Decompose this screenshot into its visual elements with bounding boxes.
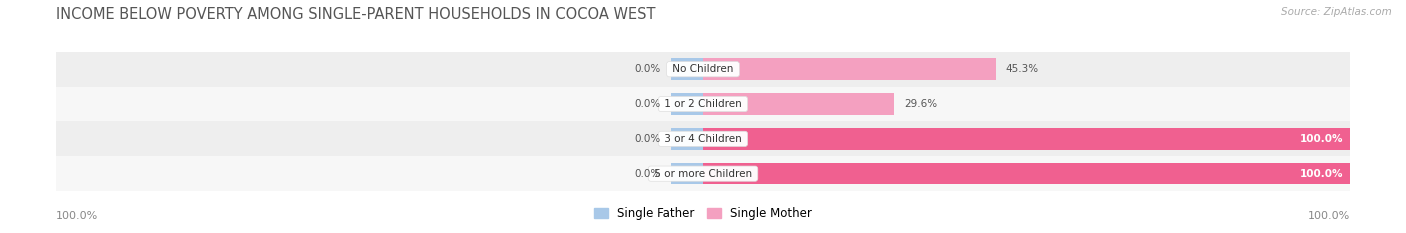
Bar <box>671 163 703 185</box>
Text: 100.0%: 100.0% <box>1308 211 1350 221</box>
Text: 100.0%: 100.0% <box>56 211 98 221</box>
Bar <box>671 58 703 80</box>
Text: 1 or 2 Children: 1 or 2 Children <box>661 99 745 109</box>
Bar <box>56 52 1350 87</box>
Bar <box>703 128 1350 150</box>
Text: 0.0%: 0.0% <box>634 169 661 179</box>
Bar <box>703 93 894 115</box>
Text: 0.0%: 0.0% <box>634 64 661 74</box>
Text: 100.0%: 100.0% <box>1299 134 1343 144</box>
Text: 3 or 4 Children: 3 or 4 Children <box>661 134 745 144</box>
Bar <box>671 128 703 150</box>
Bar <box>56 87 1350 121</box>
Bar <box>56 156 1350 191</box>
Text: 45.3%: 45.3% <box>1005 64 1039 74</box>
Legend: Single Father, Single Mother: Single Father, Single Mother <box>589 202 817 225</box>
Bar <box>671 93 703 115</box>
Bar <box>56 121 1350 156</box>
Text: No Children: No Children <box>669 64 737 74</box>
Text: 0.0%: 0.0% <box>634 134 661 144</box>
Text: 100.0%: 100.0% <box>1299 169 1343 179</box>
Bar <box>703 163 1350 185</box>
Text: Source: ZipAtlas.com: Source: ZipAtlas.com <box>1281 7 1392 17</box>
Bar <box>703 58 995 80</box>
Text: 5 or more Children: 5 or more Children <box>651 169 755 179</box>
Text: 29.6%: 29.6% <box>904 99 938 109</box>
Text: 0.0%: 0.0% <box>634 99 661 109</box>
Text: INCOME BELOW POVERTY AMONG SINGLE-PARENT HOUSEHOLDS IN COCOA WEST: INCOME BELOW POVERTY AMONG SINGLE-PARENT… <box>56 7 655 22</box>
